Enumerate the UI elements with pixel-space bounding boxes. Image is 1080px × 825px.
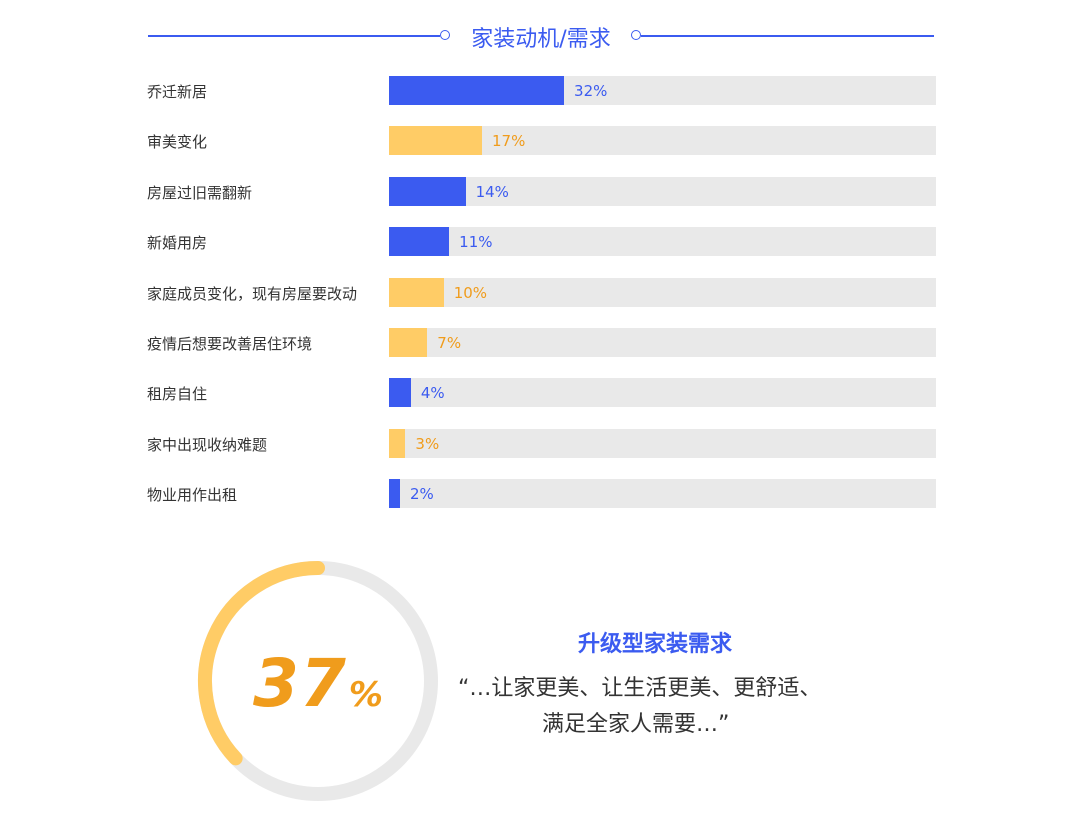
bar: [389, 126, 482, 156]
donut-caption-title: 升级型家装需求: [577, 632, 732, 657]
donut-chart: 37%: [192, 555, 444, 807]
bar: [389, 428, 406, 458]
bar-track: 2%: [389, 479, 936, 509]
bar: [389, 277, 444, 307]
bar-row: 房屋过旧需翻新 14%: [0, 176, 1080, 206]
bar-value-label: 11%: [459, 233, 493, 252]
bar-row: 家庭成员变化，现有房屋要改动 10%: [0, 277, 1080, 307]
bar-track: 10%: [389, 277, 936, 307]
bar-value-label: 2%: [409, 485, 434, 504]
bar: [389, 328, 428, 357]
bar-value-label: 10%: [453, 283, 488, 302]
bar-category-label: 房屋过旧需翻新: [147, 183, 253, 202]
header-dot-left: [440, 30, 450, 40]
bar-category-label: 疫情后想要改善居住环境: [147, 335, 313, 353]
bar-category-label: 家中出现收纳难题: [147, 435, 268, 454]
donut-percentage: 37%: [192, 645, 444, 722]
bar-value-label: 14%: [475, 182, 509, 201]
bar-track: 11%: [389, 227, 936, 257]
section-header: 家装动机/需求: [148, 18, 934, 54]
bar: [389, 378, 411, 408]
bar-row: 家中出现收纳难题 3%: [0, 428, 1080, 458]
header-line-right: [641, 35, 934, 37]
bar-value-label: 17%: [491, 132, 526, 151]
bar-category-label: 审美变化: [147, 133, 208, 152]
bar-row: 审美变化 17%: [0, 126, 1080, 156]
bar-category-label: 新婚用房: [147, 234, 208, 253]
header-line-left: [148, 35, 440, 37]
header-dot-right: [631, 30, 641, 40]
bar-row: 租房自住 4%: [0, 378, 1080, 408]
chart-title: 家装动机/需求: [471, 27, 611, 52]
bar-track: 3%: [389, 428, 936, 458]
bar-row: 乔迁新居 32%: [0, 76, 1080, 105]
bar-track: 7%: [389, 328, 936, 357]
bar-category-label: 租房自住: [147, 385, 208, 404]
donut-value: 37: [253, 645, 347, 722]
bar-track: 32%: [389, 76, 936, 105]
donut-quote-line-1: “…让家更美、让生活更美、更舒适、: [458, 676, 822, 701]
bar-value-label: 32%: [574, 82, 608, 100]
bar-category-label: 乔迁新居: [147, 83, 208, 101]
donut-percent-sign: %: [348, 675, 383, 715]
bar: [389, 76, 565, 105]
bar: [389, 176, 466, 206]
bar-row: 新婚用房 11%: [0, 227, 1080, 257]
bar: [389, 227, 450, 257]
donut-arc: [198, 561, 325, 766]
bar-row: 疫情后想要改善居住环境 7%: [0, 328, 1080, 357]
bar: [389, 479, 400, 509]
bar-track: 17%: [389, 126, 936, 156]
bar-row: 物业用作出租 2%: [0, 479, 1080, 509]
bar-value-label: 3%: [415, 434, 440, 453]
donut-quote-line-2: 满足全家人需要…”: [542, 712, 730, 737]
bar-value-label: 7%: [437, 334, 462, 352]
bar-track: 4%: [389, 378, 936, 408]
bar-track: 14%: [389, 176, 936, 206]
donut-svg: [198, 561, 438, 801]
bar-category-label: 家庭成员变化，现有房屋要改动: [147, 284, 358, 303]
bar-value-label: 4%: [420, 384, 445, 403]
bar-category-label: 物业用作出租: [147, 486, 238, 505]
